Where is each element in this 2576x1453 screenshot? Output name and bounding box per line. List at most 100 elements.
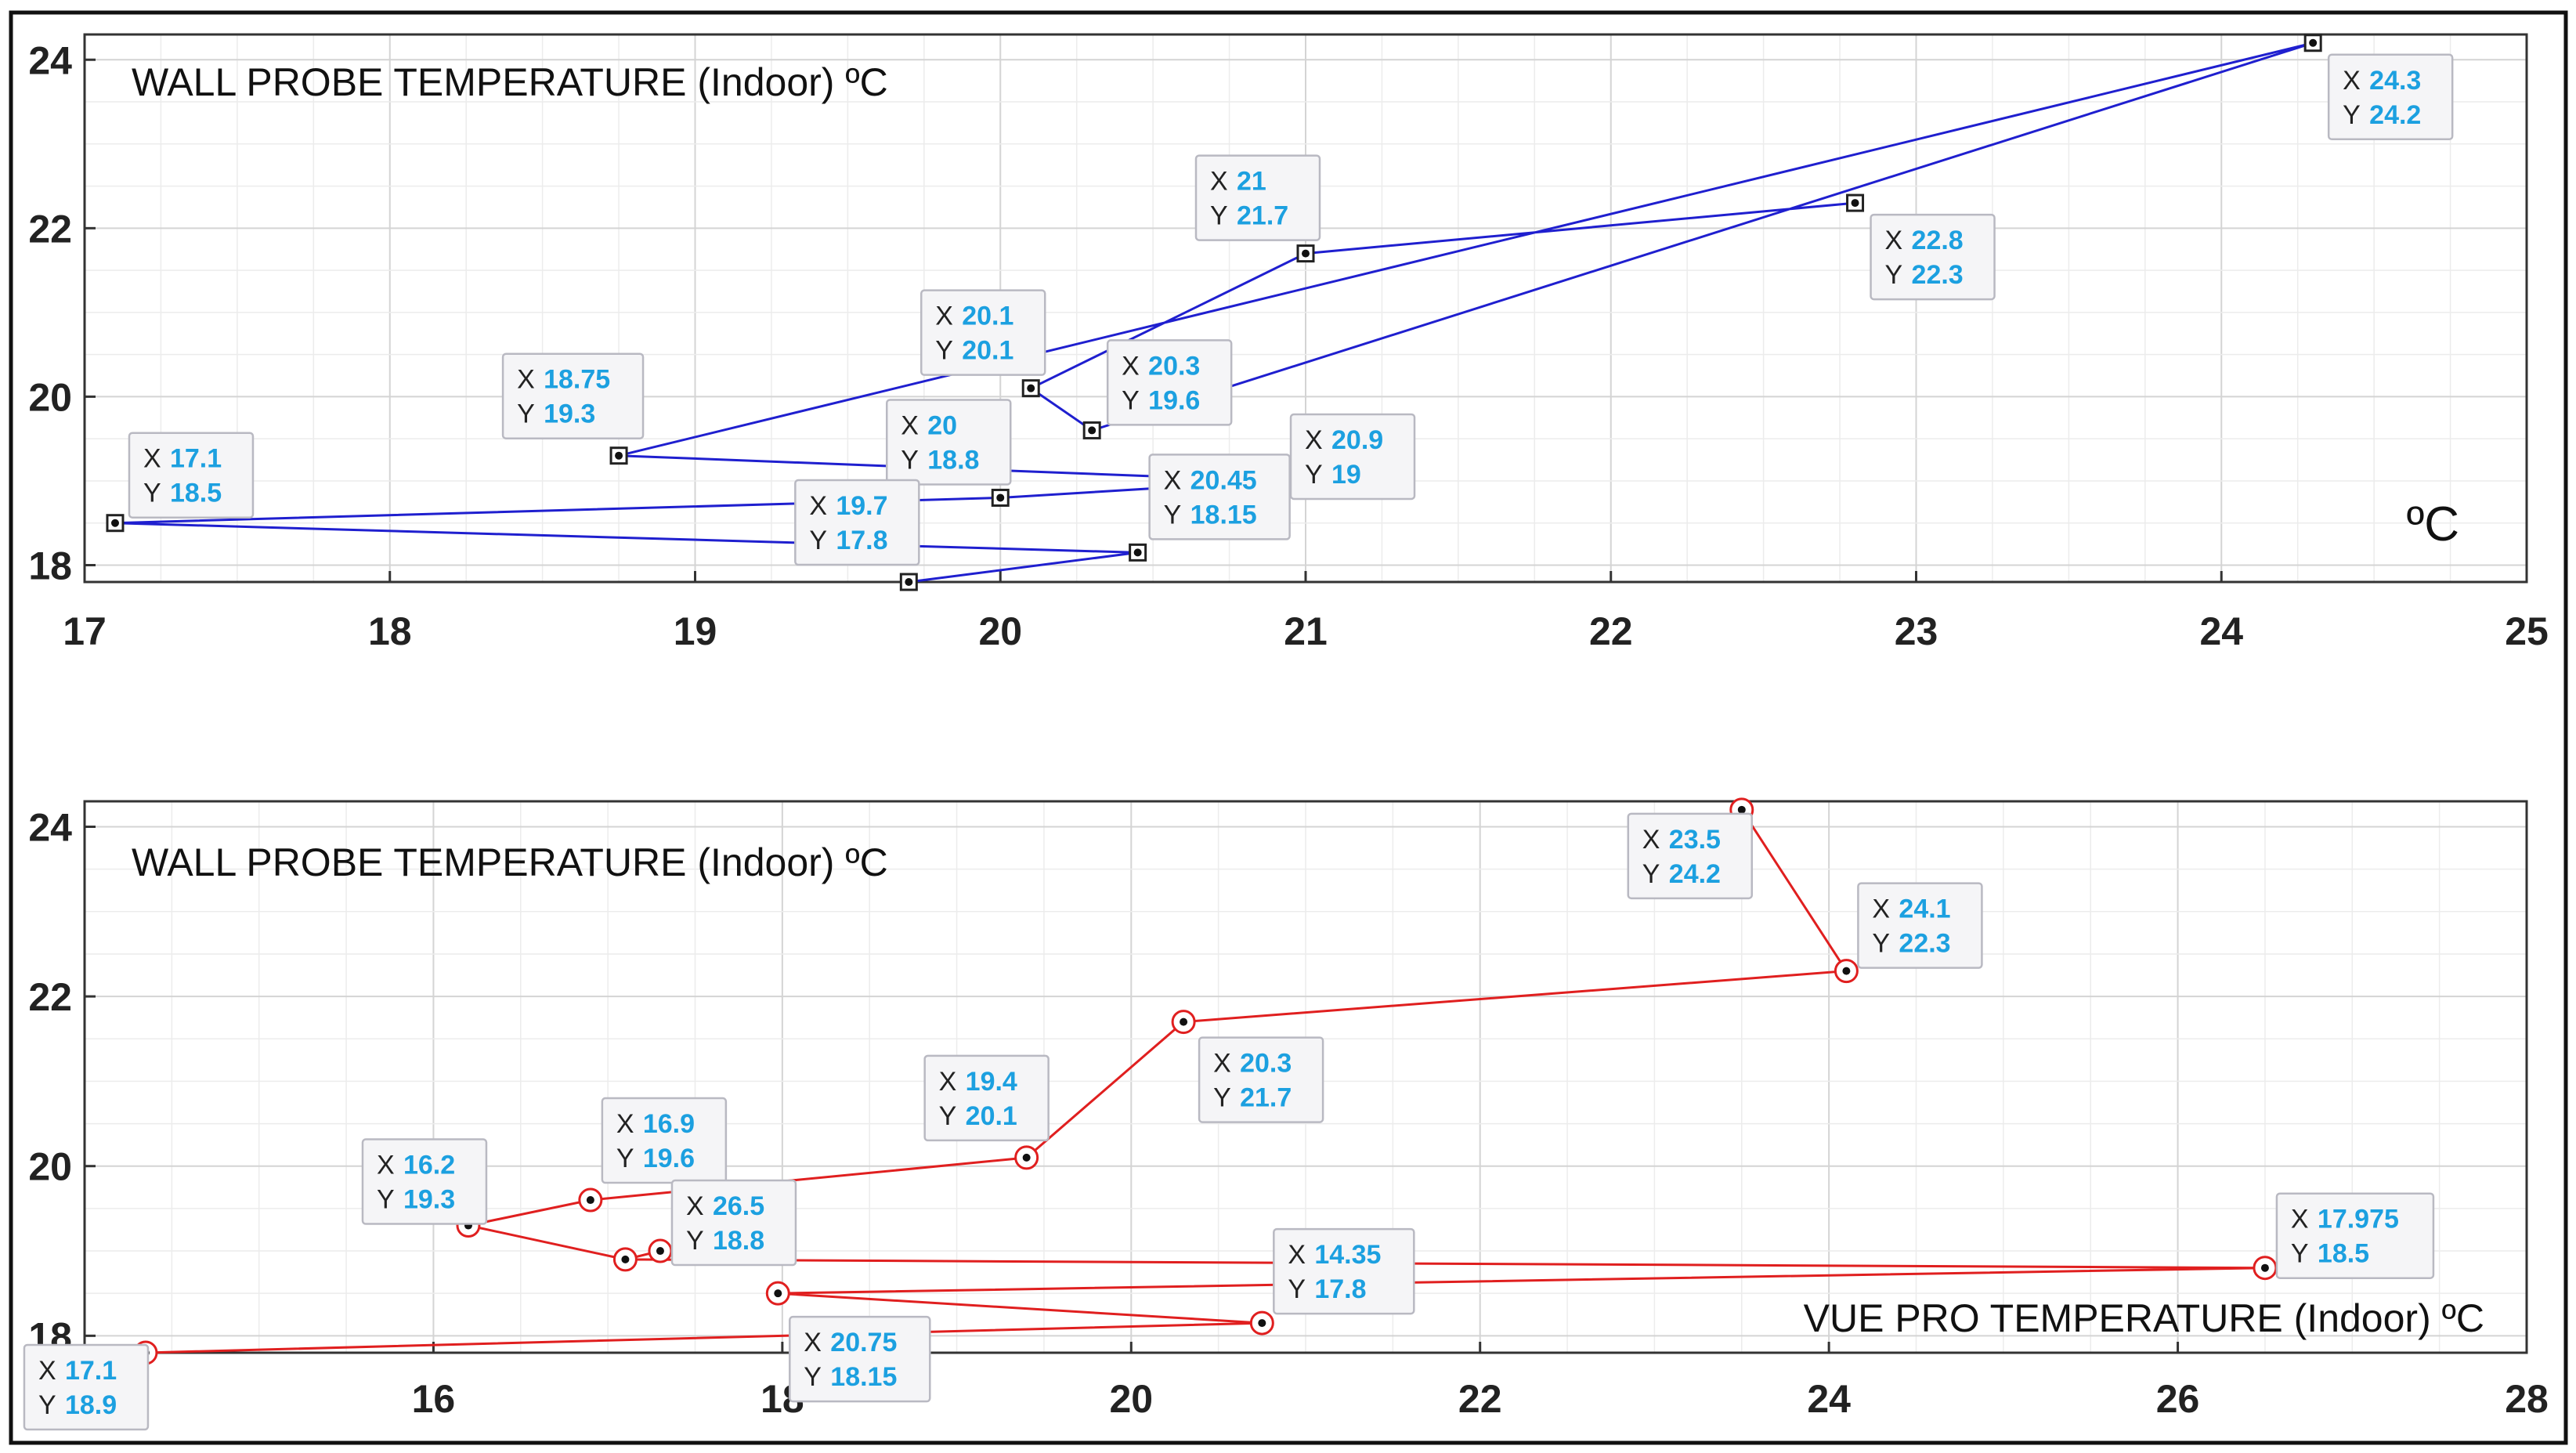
datatip-x-value: 20.75: [830, 1328, 897, 1357]
datatip-x-label: X: [1164, 465, 1182, 495]
datatip-y-label: Y: [38, 1390, 56, 1420]
datatip-y-value: 19.3: [403, 1185, 455, 1215]
datatip-box: [1289, 413, 1416, 501]
datatip-y-label: Y: [1305, 460, 1323, 490]
datatip-y-value: 18.5: [2318, 1239, 2369, 1269]
datatip[interactable]: X 20.45 Y 18.15: [1148, 454, 1291, 540]
datatip-x-value: 16.2: [403, 1151, 455, 1180]
datatip-y-label: Y: [939, 1101, 957, 1131]
y-tick-label: 20: [28, 375, 72, 419]
data-point-dot: [586, 1196, 594, 1205]
datatip[interactable]: X 26.5 Y 18.8: [670, 1179, 797, 1267]
datatip[interactable]: X 24.3 Y 24.2: [2327, 53, 2454, 141]
datatip-y-value: 20.1: [966, 1101, 1017, 1131]
datatip-box: [919, 289, 1046, 376]
datatip-x-value: 22.8: [1912, 226, 1964, 255]
datatip-x-label: X: [377, 1151, 395, 1180]
datatip-x-value: 19.7: [836, 491, 887, 521]
datatip[interactable]: X 20.3 Y 19.6: [1106, 339, 1233, 426]
top-plot-unit-label: ºC: [2407, 497, 2459, 551]
x-tick-label: 18: [368, 609, 412, 653]
datatip[interactable]: X 20.75 Y 18.15: [789, 1315, 931, 1403]
bottom-scatter-plot: WALL PROBE TEMPERATURE (Indoor) ºC VUE P…: [23, 797, 2549, 1431]
datatip-x-label: X: [1872, 895, 1890, 924]
datatip-x-value: 17.1: [170, 444, 222, 474]
datatip-x-label: X: [143, 444, 161, 474]
datatip-x-label: X: [1213, 1049, 1231, 1079]
datatip-y-value: 18.8: [713, 1226, 764, 1256]
datatip[interactable]: X 17.1 Y 18.5: [128, 432, 255, 519]
datatip-box: [2275, 1192, 2435, 1279]
datatip-box: [1870, 213, 1996, 301]
data-point-dot: [656, 1247, 664, 1256]
datatip-box: [2327, 53, 2454, 141]
x-tick-label: 24: [2199, 609, 2243, 653]
datatip[interactable]: X 18.75 Y 19.3: [501, 352, 645, 439]
datatip-y-label: Y: [377, 1185, 395, 1215]
datatip[interactable]: X 17.1 Y 18.9: [23, 1343, 150, 1431]
x-tick-label: 22: [1589, 609, 1633, 653]
datatip-box: [886, 399, 1012, 486]
data-point-dot: [1022, 1153, 1031, 1162]
datatip-y-value: 17.8: [836, 526, 887, 555]
datatip-x-value: 23.5: [1669, 825, 1721, 855]
datatip-y-value: 21.7: [1240, 1083, 1292, 1113]
datatip[interactable]: X 20.3 Y 21.7: [1198, 1036, 1324, 1123]
datatip-y-value: 19.3: [544, 399, 595, 429]
datatip-box: [789, 1315, 931, 1403]
data-point-dot: [110, 519, 119, 527]
datatip-y-label: Y: [1213, 1083, 1231, 1113]
datatip-y-label: Y: [1210, 201, 1228, 231]
datatip-x-value: 19.4: [966, 1067, 1017, 1097]
datatip-y-value: 22.3: [1912, 260, 1964, 290]
datatip[interactable]: X 24.1 Y 22.3: [1857, 882, 1983, 969]
datatip-y-value: 17.8: [1314, 1274, 1366, 1304]
datatip[interactable]: X 23.5 Y 24.2: [1627, 812, 1754, 900]
datatip-x-value: 20.45: [1190, 465, 1257, 495]
datatip[interactable]: X 20.9 Y 19: [1289, 413, 1416, 501]
data-point-dot: [1737, 805, 1746, 814]
datatip[interactable]: X 20 Y 18.8: [886, 399, 1012, 486]
data-point-dot: [615, 451, 623, 460]
datatip-box: [1198, 1036, 1324, 1123]
datatip-x-value: 24.1: [1899, 895, 1950, 924]
datatip[interactable]: X 16.2 Y 19.3: [361, 1138, 488, 1225]
datatip-x-label: X: [1305, 425, 1323, 455]
datatip-y-label: Y: [616, 1144, 634, 1173]
datatip[interactable]: X 17.975 Y 18.5: [2275, 1192, 2435, 1279]
datatip-box: [1194, 154, 1321, 241]
x-tick-label: 21: [1284, 609, 1328, 653]
datatip[interactable]: X 22.8 Y 22.3: [1870, 213, 1996, 301]
datatip-box: [1857, 882, 1983, 969]
datatip-y-value: 19: [1331, 460, 1361, 490]
datatip-y-value: 24.2: [2369, 100, 2421, 130]
datatip-box: [361, 1138, 488, 1225]
x-tick-label: 20: [1109, 1377, 1153, 1421]
datatip-x-label: X: [38, 1356, 56, 1386]
datatip-box: [1273, 1227, 1415, 1315]
datatip-y-label: Y: [901, 445, 919, 475]
datatip-y-value: 18.5: [170, 479, 222, 508]
datatip-x-value: 20.9: [1331, 425, 1383, 455]
datatip-x-value: 20.1: [962, 302, 1013, 331]
datatip[interactable]: X 16.9 Y 19.6: [601, 1097, 728, 1184]
datatip-y-label: Y: [1885, 260, 1903, 290]
datatip[interactable]: X 19.4 Y 20.1: [923, 1054, 1050, 1142]
datatip-y-value: 19.6: [643, 1144, 695, 1173]
datatip-y-value: 20.1: [962, 336, 1013, 366]
datatip[interactable]: X 21 Y 21.7: [1194, 154, 1321, 241]
datatip-y-label: Y: [1872, 929, 1890, 959]
datatip-x-label: X: [1885, 226, 1903, 255]
datatip-x-label: X: [517, 365, 535, 395]
data-point-dot: [1258, 1319, 1266, 1328]
datatip-y-label: Y: [1164, 500, 1182, 530]
datatip[interactable]: X 19.7 Y 17.8: [794, 479, 920, 566]
datatip-x-value: 26.5: [713, 1191, 764, 1221]
datatip[interactable]: X 14.35 Y 17.8: [1273, 1227, 1415, 1315]
x-tick-label: 23: [1895, 609, 1938, 653]
datatip-y-value: 24.2: [1669, 859, 1721, 889]
axes-box: [83, 800, 2528, 1354]
y-tick-label: 20: [28, 1145, 72, 1189]
datatip-x-label: X: [809, 491, 827, 521]
datatip[interactable]: X 20.1 Y 20.1: [919, 289, 1046, 376]
